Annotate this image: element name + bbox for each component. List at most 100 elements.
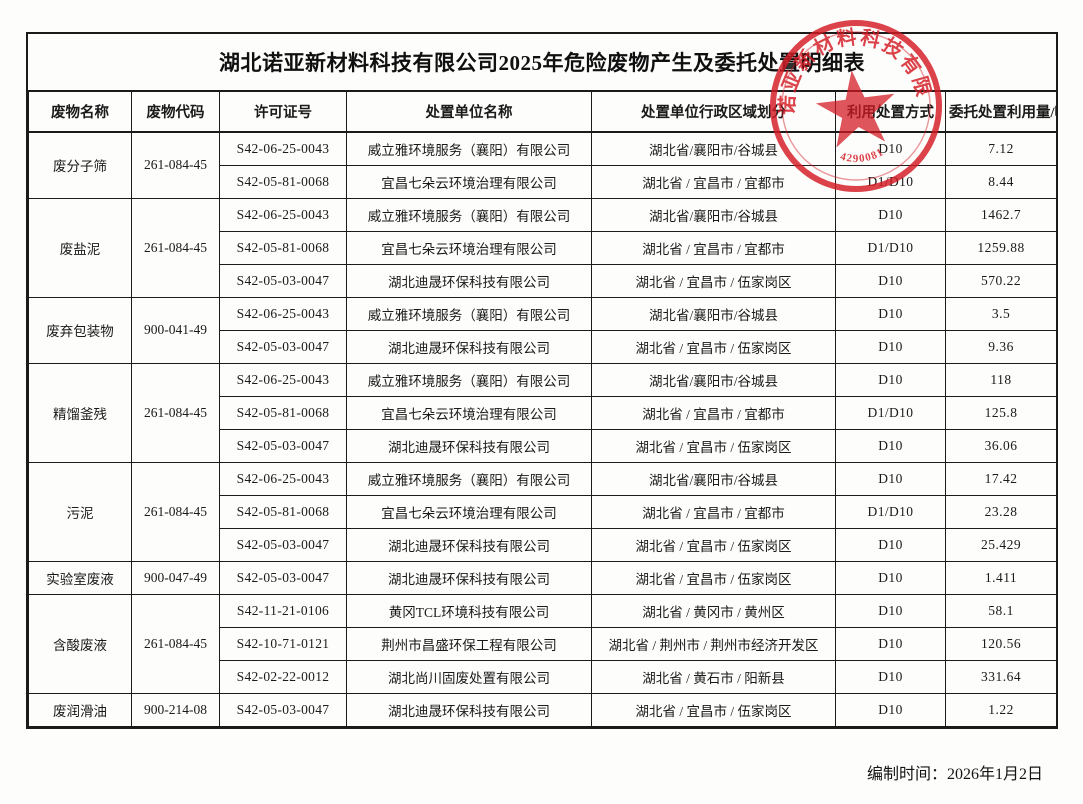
table-header: 废物名称 废物代码 许可证号 处置单位名称 处置单位行政区域划分 利用处置方式 委托处置利用… — [28, 92, 1057, 133]
license-number-cell: S42-02-22-0012 — [219, 659, 347, 694]
quantity-cell: 570.22 — [945, 263, 1057, 298]
license-number-cell: S42-05-03-0047 — [219, 692, 347, 727]
table-row: S42-05-03-0047 湖北迪晟环保科技有限公司 湖北省 / 宜昌市 / 伍家… — [29, 329, 1057, 364]
region-cell: 湖北省/襄阳市/谷城县 — [591, 461, 836, 496]
license-number-cell: S42-11-21-0106 — [219, 593, 347, 628]
table-row: 实验室废液 900-047-49 S42-05-03-0047 湖北迪晟环保科技有限公… — [28, 560, 1057, 595]
column-header-code: 废物代码 — [131, 92, 220, 133]
disposal-unit-cell: 宜昌七朵云环境治理有限公司 — [346, 395, 592, 430]
region-cell: 湖北省 / 宜昌市 / 伍家岗区 — [591, 428, 836, 463]
license-number-cell: S42-05-03-0047 — [219, 428, 347, 463]
table-row: S42-05-03-0047 湖北迪晟环保科技有限公司 湖北省 / 宜昌市 / 伍家… — [29, 263, 1057, 298]
region-cell: 湖北省 / 宜昌市 / 宜都市 — [591, 494, 836, 529]
column-header-license: 许可证号 — [219, 92, 347, 133]
disposal-method-cell: D10 — [835, 461, 946, 496]
waste-code-cell: 261-084-45 — [131, 593, 220, 694]
license-number-cell: S42-05-81-0068 — [219, 230, 347, 265]
table-row: S42-02-22-0012 湖北尚川固废处置有限公司 湖北省 / 黄石市 / 阳新… — [29, 659, 1057, 694]
disposal-unit-cell: 威立雅环境服务（襄阳）有限公司 — [346, 131, 592, 166]
disposal-unit-cell: 荆州市昌盛环保工程有限公司 — [346, 626, 592, 661]
waste-name-cell: 含酸废液 — [28, 593, 132, 694]
waste-code-cell: 900-041-49 — [131, 296, 220, 364]
table-row: S42-05-81-0068 宜昌七朵云环境治理有限公司 湖北省 / 宜昌市 / 宜… — [29, 395, 1057, 430]
quantity-cell: 36.06 — [945, 428, 1057, 463]
table-row: S42-05-03-0047 湖北迪晟环保科技有限公司 湖北省 / 宜昌市 / 伍家… — [29, 428, 1057, 463]
waste-code-cell: 900-214-08 — [131, 692, 220, 727]
license-number-cell: S42-05-03-0047 — [219, 263, 347, 298]
disposal-method-cell: D10 — [835, 296, 946, 331]
table-row: 废润滑油 900-214-08 S42-05-03-0047 湖北迪晟环保科技有限公司… — [28, 692, 1057, 727]
license-number-cell: S42-05-03-0047 — [219, 560, 347, 595]
column-header-region: 处置单位行政区域划分 — [591, 92, 836, 133]
waste-name-cell: 污泥 — [28, 461, 132, 562]
disposal-method-cell: D1/D10 — [835, 494, 946, 529]
disposal-unit-cell: 宜昌七朵云环境治理有限公司 — [346, 164, 592, 199]
disposal-method-cell: D10 — [835, 659, 946, 694]
table-body: 废分子筛 261-084-45 S42-06-25-0043 威立雅环境服务（襄阳）有… — [28, 131, 1057, 727]
disposal-unit-cell: 威立雅环境服务（襄阳）有限公司 — [346, 197, 592, 232]
waste-code-cell: 261-084-45 — [131, 197, 220, 298]
disposal-unit-cell: 威立雅环境服务（襄阳）有限公司 — [346, 461, 592, 496]
region-cell: 湖北省/襄阳市/谷城县 — [591, 296, 836, 331]
waste-name-cell: 精馏釜残 — [28, 362, 132, 463]
page-title: 湖北诺亚新材料科技有限公司2025年危险废物产生及委托处置明细表 — [219, 51, 865, 75]
table-row: 废分子筛 261-084-45 S42-06-25-0043 威立雅环境服务（襄阳）有… — [28, 131, 1057, 199]
disposal-unit-cell: 宜昌七朵云环境治理有限公司 — [346, 494, 592, 529]
disposal-method-cell: D10 — [835, 428, 946, 463]
disposal-unit-cell: 湖北迪晟环保科技有限公司 — [346, 692, 592, 727]
disposal-method-cell: D1/D10 — [835, 395, 946, 430]
compiled-date: 编制时间：2026年1月2日 — [866, 766, 1043, 783]
table-row: 废盐泥 261-084-45 S42-06-25-0043 威立雅环境服务（襄阳）有限… — [28, 197, 1057, 298]
license-number-cell: S42-06-25-0043 — [219, 362, 347, 397]
disposal-unit-cell: 湖北迪晟环保科技有限公司 — [346, 560, 592, 595]
disposal-unit-cell: 宜昌七朵云环境治理有限公司 — [346, 230, 592, 265]
disposal-unit-cell: 湖北迪晟环保科技有限公司 — [346, 263, 592, 298]
disposal-unit-cell: 湖北迪晟环保科技有限公司 — [346, 329, 592, 364]
table-row: S42-05-81-0068 宜昌七朵云环境治理有限公司 湖北省 / 宜昌市 / 宜… — [29, 230, 1057, 265]
table-row: 废弃包装物 900-041-49 S42-06-25-0043 威立雅环境服务（襄阳）… — [28, 296, 1057, 364]
region-cell: 湖北省 / 黄石市 / 阳新县 — [591, 659, 836, 694]
region-cell: 湖北省 / 宜昌市 / 伍家岗区 — [591, 692, 836, 727]
quantity-cell: 9.36 — [945, 329, 1057, 364]
quantity-cell: 1.411 — [945, 560, 1057, 595]
table-row: 精馏釜残 261-084-45 S42-06-25-0043 威立雅环境服务（襄阳）有… — [28, 362, 1057, 463]
table-header-row: 废物名称 废物代码 许可证号 处置单位名称 处置单位行政区域划分 利用处置方式 委托处置利用… — [28, 92, 1057, 133]
disposal-method-cell: D10 — [835, 626, 946, 661]
disposal-unit-cell: 湖北尚川固废处置有限公司 — [346, 659, 592, 694]
quantity-cell: 25.429 — [945, 527, 1057, 562]
region-cell: 湖北省 / 宜昌市 / 宜都市 — [591, 164, 836, 199]
disposal-method-cell: D10 — [835, 692, 946, 727]
column-header-quantity: 委托处置利用量/吨 — [945, 92, 1057, 133]
quantity-cell: 3.5 — [945, 296, 1057, 331]
column-header-method: 利用处置方式 — [835, 92, 946, 133]
waste-code-cell: 261-084-45 — [131, 131, 220, 199]
quantity-cell: 23.28 — [945, 494, 1057, 529]
disposal-method-cell: D10 — [835, 329, 946, 364]
column-header-unit: 处置单位名称 — [346, 92, 592, 133]
license-number-cell: S42-06-25-0043 — [219, 461, 347, 496]
license-number-cell: S42-05-03-0047 — [219, 527, 347, 562]
region-cell: 湖北省 / 宜昌市 / 伍家岗区 — [591, 560, 836, 595]
license-number-cell: S42-05-81-0068 — [219, 395, 347, 430]
region-cell: 湖北省/襄阳市/谷城县 — [591, 197, 836, 232]
waste-code-cell: 900-047-49 — [131, 560, 220, 595]
disposal-method-cell: D10 — [835, 560, 946, 595]
region-cell: 湖北省 / 黄冈市 / 黄州区 — [591, 593, 836, 628]
license-number-cell: S42-06-25-0043 — [219, 131, 347, 166]
disposal-method-cell: D1/D10 — [835, 230, 946, 265]
waste-code-cell: 261-084-45 — [131, 461, 220, 562]
disposal-method-cell: D10 — [835, 197, 946, 232]
quantity-cell: 120.56 — [945, 626, 1057, 661]
region-cell: 湖北省 / 宜昌市 / 伍家岗区 — [591, 329, 836, 364]
region-cell: 湖北省/襄阳市/谷城县 — [591, 362, 836, 397]
license-number-cell: S42-10-71-0121 — [219, 626, 347, 661]
disposal-unit-cell: 威立雅环境服务（襄阳）有限公司 — [346, 362, 592, 397]
disposal-method-cell: D10 — [835, 593, 946, 628]
quantity-cell: 1259.88 — [945, 230, 1057, 265]
quantity-cell: 331.64 — [945, 659, 1057, 694]
quantity-cell: 17.42 — [945, 461, 1057, 496]
license-number-cell: S42-06-25-0043 — [219, 197, 347, 232]
quantity-cell: 1462.7 — [945, 197, 1057, 232]
waste-code-cell: 261-084-45 — [131, 362, 220, 463]
